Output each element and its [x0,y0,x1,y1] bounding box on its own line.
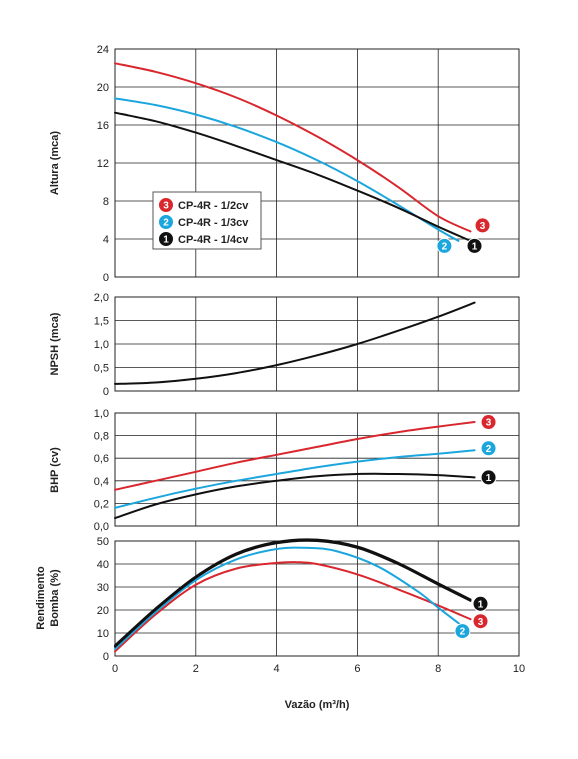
series-line-2 [114,546,464,651]
series-line-3 [114,421,476,491]
y-tick-label: 0 [103,651,109,663]
legend-entry: 2 CP-4R - 1/3cv [158,214,249,230]
badge-circle [472,613,489,630]
badge-number: 3 [486,418,492,429]
y-tick-label: 0,5 [94,363,109,375]
series-line-1 [114,539,472,648]
series-badge-2: 2 [454,623,471,640]
legend-entry: 3 CP-4R - 1/2cv [158,197,249,213]
y-tick-label: 40 [97,559,109,571]
badge-number: 2 [163,218,169,229]
badge-circle [158,231,174,247]
badge-number: 3 [480,221,486,232]
legend-badge-1: 1 [158,231,174,247]
series-badge-3: 3 [480,414,497,431]
badge-number: 3 [478,617,484,628]
legend-badge-2: 2 [158,214,174,230]
series-line-3 [114,62,472,233]
badge-number: 1 [472,242,478,253]
series-line-3 [114,561,472,653]
series-badge-1: 1 [472,595,489,612]
badge-circle [466,237,483,254]
plot-frame [114,296,520,392]
badge-number: 1 [478,599,484,610]
y-tick-label: 16 [97,120,109,132]
y-tick-label: 24 [97,44,109,56]
series-line [114,301,476,385]
badge-circle [480,469,497,486]
badge-circle [454,623,471,640]
badge-number: 2 [442,242,448,253]
y-tick-label: 1,0 [94,339,109,351]
x-tick-label: 6 [354,663,360,675]
x-tick-label: 4 [274,663,280,675]
series-badge-3: 3 [474,217,491,234]
badge-circle [480,414,497,431]
badge-circle [474,217,491,234]
badge-number: 2 [486,444,492,455]
y-tick-label: 10 [97,628,109,640]
y-tick-label: 0 [103,272,109,284]
badge-number: 1 [486,473,492,484]
y-tick-label: 20 [97,82,109,94]
badge-number: 3 [163,201,169,212]
panel-rendimento: 0 10 20 30 40 50 Rendimento Bomba (%) 0 2 4 6 8 10 Vaz… [35,536,525,711]
y-axis-label: BHP (cv) [49,447,61,493]
legend: 3 CP-4R - 1/2cv 2 CP-4R - 1/3cv 1 CP-4R - 1/4… [152,191,262,250]
y-axis-label: Bomba (%) [49,569,61,627]
series-line-2 [114,449,476,509]
series-line-1 [114,111,472,242]
series-badge-2: 2 [436,237,453,254]
y-tick-label: 20 [97,605,109,617]
plot-frame [114,48,520,278]
series-badge-2: 2 [480,440,497,457]
y-axis-label: Altura (mca) [49,131,61,196]
badge-circle [480,440,497,457]
badge-circle [158,197,174,213]
y-tick-label: 2,0 [94,292,109,304]
series-badge-1: 1 [466,237,483,254]
series-badge-1: 1 [480,469,497,486]
legend-label: CP-4R - 1/3cv [178,217,249,229]
x-tick-label: 2 [193,663,199,675]
y-tick-label: 0,2 [94,498,109,510]
y-tick-label: 4 [103,234,109,246]
x-tick-label: 0 [112,663,118,675]
y-tick-label: 0,8 [94,431,109,443]
x-tick-label: 10 [513,663,525,675]
plot-frame [114,412,520,527]
y-tick-label: 0,0 [94,521,109,533]
panel-npsh: 0 0,5 1,0 1,5 2,0 NPSH (mca) [49,292,520,398]
series-badge-3: 3 [472,613,489,630]
y-tick-label: 50 [97,536,109,548]
legend-label: CP-4R - 1/2cv [178,200,249,212]
y-tick-label: 1,5 [94,316,109,328]
x-tick-label: 8 [435,663,441,675]
y-tick-label: 12 [97,158,109,170]
y-tick-label: 0,6 [94,453,109,465]
legend-badge-3: 3 [158,197,174,213]
y-tick-label: 1,0 [94,408,109,420]
y-tick-label: 0,4 [94,476,109,488]
badge-circle [436,237,453,254]
badge-circle [472,595,489,612]
series-line-1 [114,472,476,520]
y-tick-label: 0 [103,386,109,398]
badge-circle [158,214,174,230]
y-axis-label: Rendimento [35,566,47,630]
y-tick-label: 30 [97,582,109,594]
y-tick-label: 8 [103,196,109,208]
legend-entry: 1 CP-4R - 1/4cv [158,231,249,247]
y-axis-label: NPSH (mca) [49,312,61,375]
legend-label: CP-4R - 1/4cv [178,234,249,246]
panel-bhp: 0,0 0,2 0,4 0,6 0,8 1,0 BHP (cv) 3 2 1 [49,408,520,533]
badge-number: 1 [163,235,169,246]
series-line [114,538,472,647]
x-axis-label: Vazão (m³/h) [285,699,350,711]
badge-number: 2 [460,627,466,638]
